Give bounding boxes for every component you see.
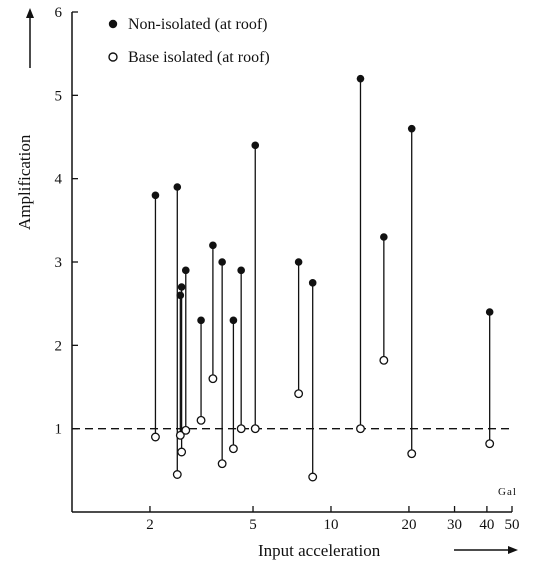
base-isolated-point xyxy=(181,425,191,435)
base-isolated-point xyxy=(172,470,182,479)
base-isolated-point xyxy=(228,444,238,454)
base-isolated-point xyxy=(236,424,246,434)
non-isolated-point xyxy=(407,124,416,133)
base-isolated-point xyxy=(379,355,389,365)
x-axis-unit: Gal xyxy=(498,486,517,498)
base-isolated-point xyxy=(294,389,304,399)
base-isolated-point xyxy=(217,459,227,469)
non-isolated-point xyxy=(294,258,303,266)
y-tick-label: 3 xyxy=(55,255,63,271)
non-isolated-point xyxy=(173,183,182,191)
base-isolated-point xyxy=(150,432,160,442)
legend-filled-marker xyxy=(108,19,118,29)
non-isolated-point xyxy=(218,258,226,266)
x-tick-label: 50 xyxy=(505,517,520,533)
non-isolated-point xyxy=(237,266,245,275)
base-isolated-point xyxy=(356,424,365,434)
base-isolated-point xyxy=(485,439,495,449)
base-isolated-point xyxy=(407,449,417,459)
x-tick-label: 40 xyxy=(479,517,494,533)
y-tick-label: 1 xyxy=(55,422,63,438)
y-tick-label: 5 xyxy=(55,88,63,104)
x-tick-label: 5 xyxy=(249,517,257,533)
stems-layer xyxy=(154,78,491,477)
non-isolated-point xyxy=(356,74,365,83)
x-tick-label: 30 xyxy=(447,517,462,533)
non-isolated-point xyxy=(151,191,160,200)
y-axis-title: Amplification xyxy=(15,134,34,230)
legend-open-marker xyxy=(108,52,118,62)
non-isolated-point xyxy=(308,279,317,287)
non-isolated-point xyxy=(229,316,238,325)
base-isolated-point xyxy=(250,424,260,434)
x-axis-title: Input acceleration xyxy=(258,541,381,560)
x-tick-label: 20 xyxy=(401,517,416,533)
non-isolated-point xyxy=(177,283,186,291)
non-isolated-point xyxy=(197,316,205,325)
non-isolated-point xyxy=(181,266,190,275)
x-axis-arrowhead xyxy=(508,546,518,554)
base-isolated-point xyxy=(196,415,206,425)
x-tick-label: 10 xyxy=(323,517,338,533)
non-isolated-point xyxy=(176,291,185,300)
y-axis-arrowhead xyxy=(26,8,34,18)
axes xyxy=(71,12,512,513)
base-isolated-point xyxy=(175,430,185,440)
base-isolated-point xyxy=(208,374,218,384)
non-isolated-point xyxy=(209,241,217,250)
base-isolated-point xyxy=(308,472,318,482)
non-isolated-point xyxy=(380,233,388,241)
x-tick-label: 2 xyxy=(146,517,154,533)
markers-layer xyxy=(150,74,495,482)
legend-label-base-isolated: Base isolated (at roof) xyxy=(128,49,270,66)
base-isolated-point xyxy=(177,447,187,457)
y-tick-label: 2 xyxy=(55,338,63,354)
y-tick-label: 6 xyxy=(55,5,63,21)
y-tick-label: 4 xyxy=(55,172,63,188)
ticks-layer: 1 2 3 4 5 6 2 5 10 20 30 40 50 xyxy=(55,5,520,533)
legend: Non-isolated (at roof) Base isolated (at… xyxy=(108,16,270,66)
non-isolated-point xyxy=(485,308,494,316)
legend-label-non-isolated: Non-isolated (at roof) xyxy=(128,16,268,33)
non-isolated-point xyxy=(251,141,260,150)
